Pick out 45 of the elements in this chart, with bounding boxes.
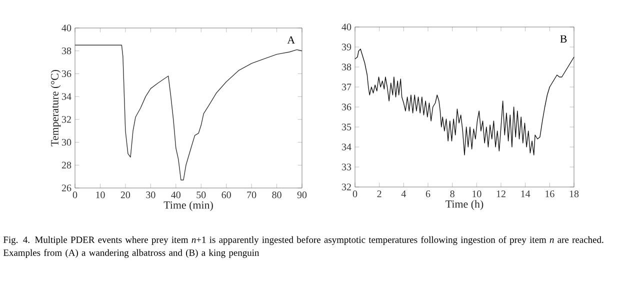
annotation: A	[287, 36, 295, 44]
y-tick-label: 34	[342, 144, 352, 150]
y-tick-label: 30	[62, 138, 72, 146]
y-tick-label: 40	[342, 24, 352, 30]
y-tick-label: 40	[62, 24, 72, 32]
x-tick-label: 10	[472, 190, 482, 198]
y-tick-label: 37	[342, 84, 352, 90]
x-tick-label: 8	[450, 190, 454, 198]
x-tick-label: 2	[377, 190, 382, 198]
y-axis-title: Temperature (°C)	[50, 70, 61, 146]
annotation: B	[560, 35, 567, 43]
x-tick-label: 4	[401, 190, 406, 198]
x-tick-label: 30	[146, 192, 156, 198]
x-tick-label: 12	[496, 190, 506, 198]
x-tick-label: 0	[352, 190, 358, 198]
text: Fig. 4. Multiple PDER events where prey item n+1 is apparently ingested before asymptotic temperatures following ingestion of prey item n are reached. Examples from (A) a wandering albatross and (B) a king penguin	[3, 236, 604, 258]
line-series	[354, 48, 574, 156]
x-tick-label: 10	[96, 192, 105, 198]
x-tick-label: 16	[546, 190, 554, 198]
y-tick-label: 36	[342, 104, 352, 110]
x-tick-label: 20	[120, 192, 130, 198]
x-tick-label: 90	[297, 192, 307, 198]
y-tick-label: 28	[62, 162, 72, 168]
y-tick-label: 33	[342, 164, 352, 170]
y-tick-label: 39	[342, 44, 352, 50]
x-tick-label: 6	[426, 190, 430, 198]
x-tick-label: 50	[196, 192, 206, 198]
x-tick-label: 60	[222, 192, 231, 198]
y-tick-label: 36	[62, 70, 72, 78]
x-tick-label: 0	[72, 192, 78, 198]
y-tick-label: 38	[62, 47, 72, 54]
line-series	[74, 44, 302, 180]
y-tick-label: 32	[342, 184, 351, 190]
x-tick-label: 80	[272, 192, 282, 198]
y-tick-label: 35	[342, 124, 352, 130]
y-tick-label: 38	[342, 64, 352, 70]
x-axis-title: Time (min)	[164, 201, 213, 212]
x-tick-label: 70	[247, 192, 256, 198]
y-tick-label: 32	[62, 116, 71, 123]
y-tick-label: 34	[62, 93, 72, 100]
x-tick-label: 14	[521, 190, 530, 198]
y-tick-label: 26	[62, 184, 72, 192]
x-tick-label: 40	[171, 192, 180, 198]
x-axis-title: Time (h)	[446, 200, 484, 210]
x-tick-label: 18	[570, 190, 579, 198]
